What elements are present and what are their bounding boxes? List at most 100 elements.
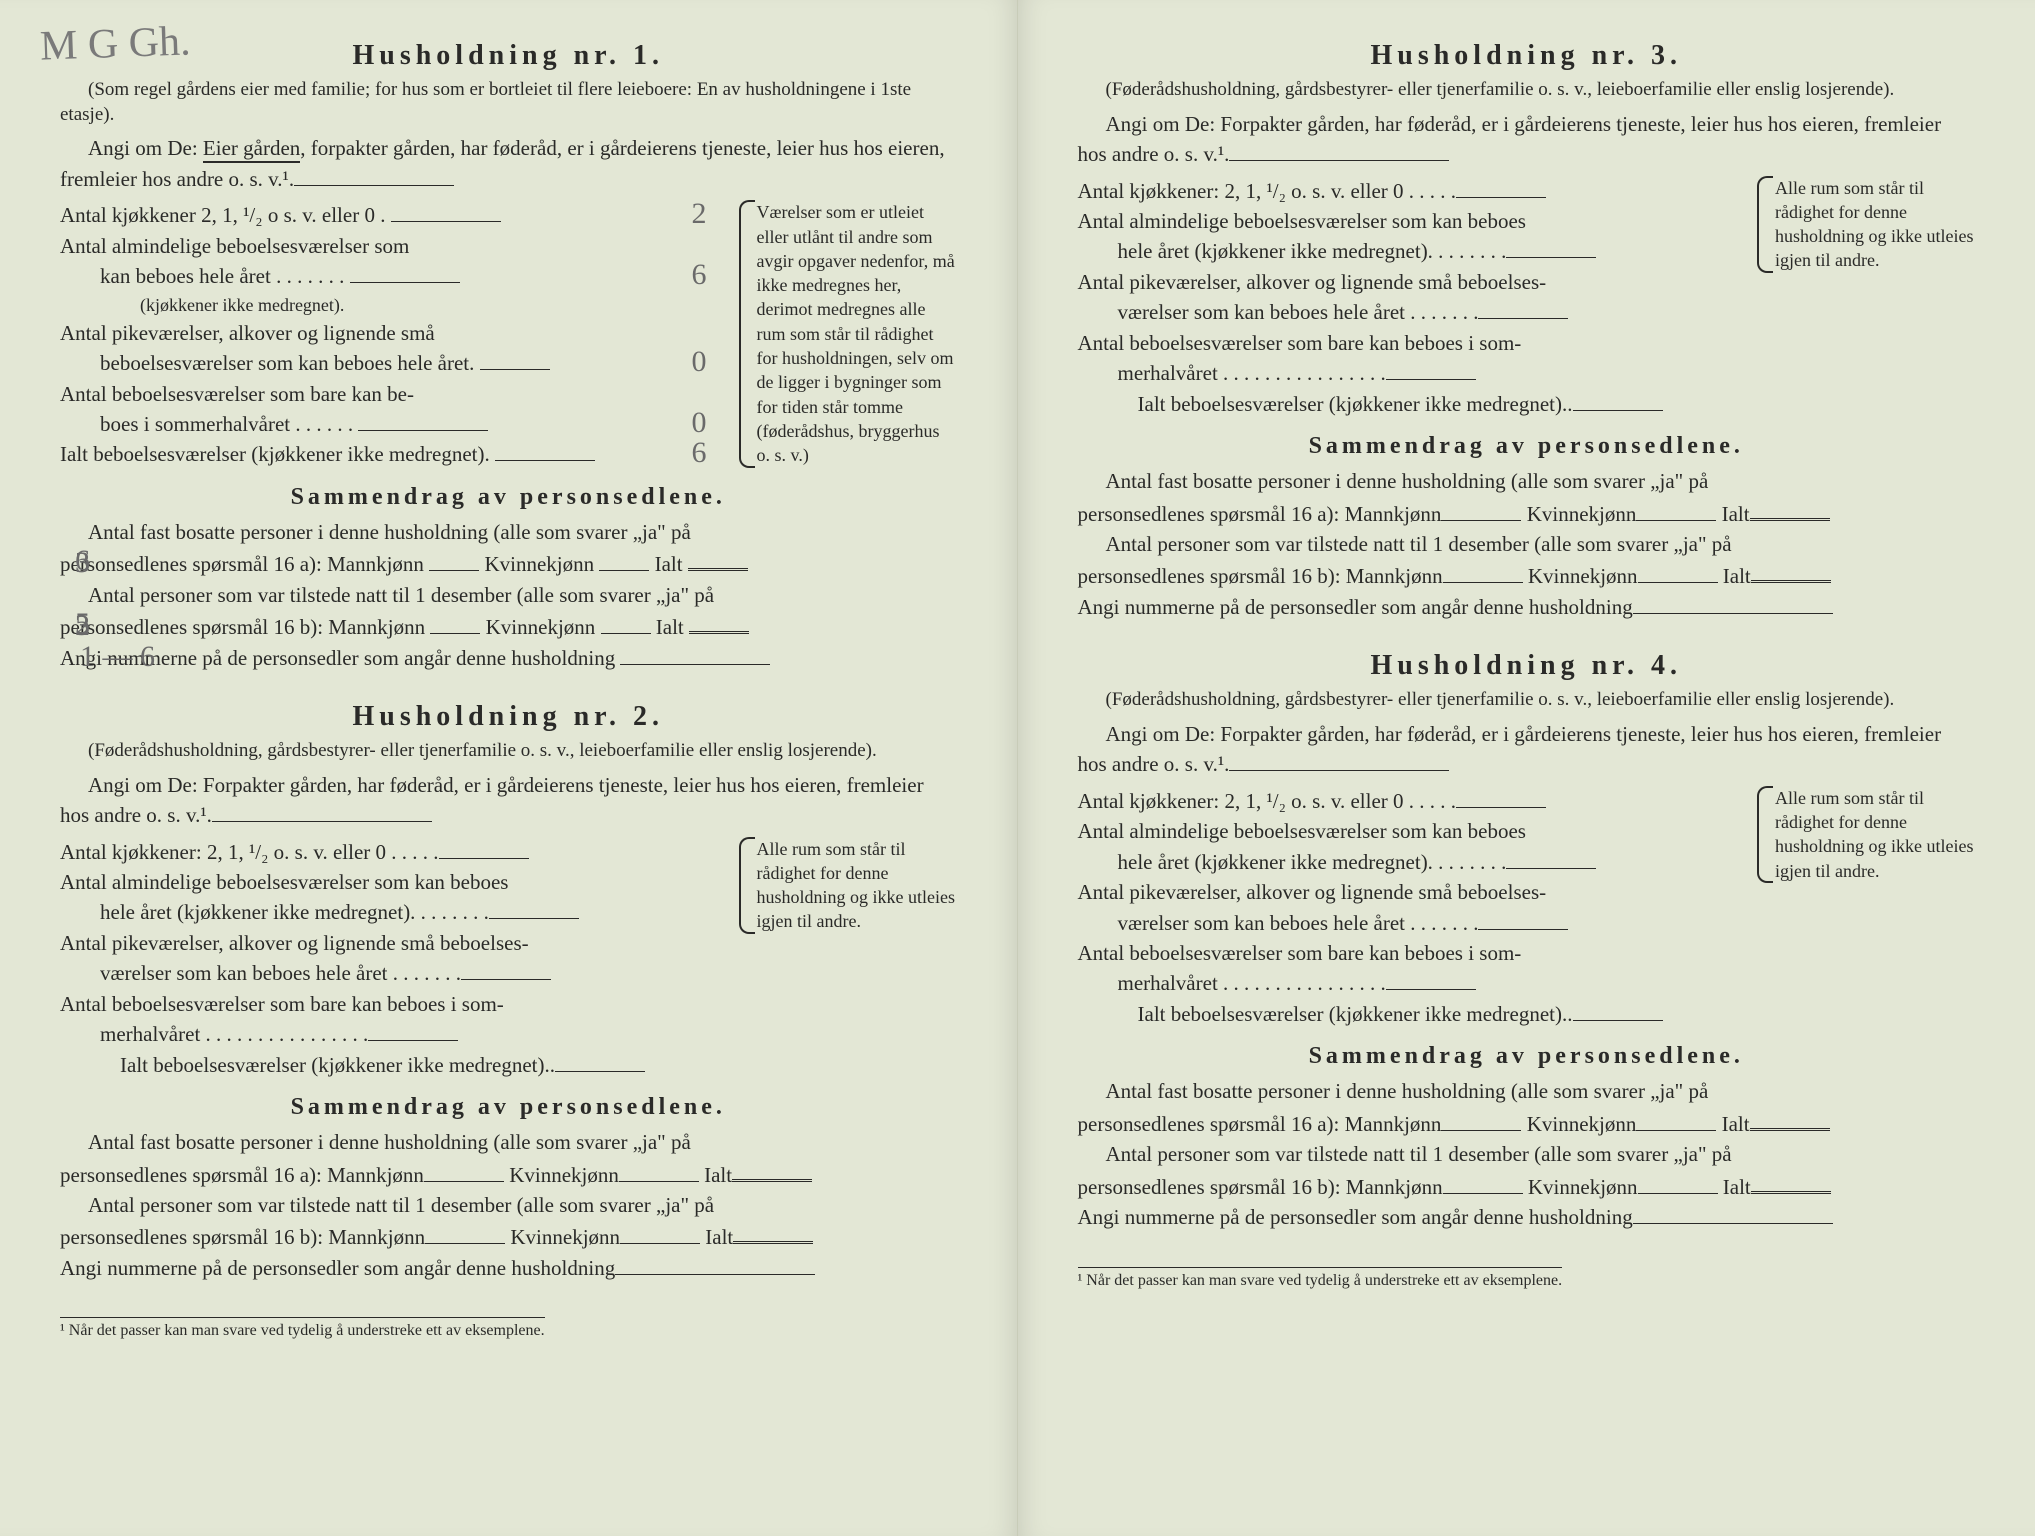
h1-angi: Angi om De: Eier gården, forpakter gårde… bbox=[60, 133, 957, 194]
h4-ia-b-blank bbox=[1751, 1170, 1831, 1194]
h2-k1: Antal kjøkkener: 2, 1, ¹/₂ o. s. v. elle… bbox=[60, 837, 747, 867]
h3-angi: Angi om De: Forpakter gården, har føderå… bbox=[1078, 109, 1976, 170]
h4-k4a: Antal beboelsesværelser som bare kan beb… bbox=[1078, 938, 1766, 968]
h2-mk-a-blank bbox=[424, 1160, 504, 1182]
h4-k2a: Antal almindelige beboelsesværelser som … bbox=[1078, 816, 1766, 846]
h4-k4b-blank bbox=[1386, 968, 1476, 990]
h3-side-text: Alle rum som står til rådighet for denne… bbox=[1775, 178, 1973, 271]
h3-k2b-label: hele året (kjøkkener ikke medregnet). . … bbox=[1118, 239, 1507, 263]
h4-mk-a-blank bbox=[1441, 1109, 1521, 1131]
h1-angi-prefix: Angi om De: bbox=[88, 136, 203, 160]
left-page: M G Gh. Husholdning nr. 1. (Som regel gå… bbox=[0, 0, 1018, 1536]
h1-sum-l1b: personsedlenes spørsmål 16 a): Mannkjønn… bbox=[60, 547, 957, 579]
h1-k1-label: Antal kjøkkener 2, 1, ¹/₂ o s. v. eller … bbox=[60, 203, 385, 227]
h2-title: Husholdning nr. 2. bbox=[60, 701, 957, 733]
brace-icon bbox=[739, 200, 755, 467]
h4-sub: (Føderådshusholdning, gårdsbestyrer- ell… bbox=[1078, 688, 1976, 713]
handwritten-corner: M G Gh. bbox=[39, 17, 191, 70]
h4-k4b-label: merhalvåret . . . . . . . . . . . . . . … bbox=[1118, 971, 1386, 995]
h3-k4b-blank bbox=[1386, 358, 1476, 380]
h4-ia-label: Ialt bbox=[1722, 1112, 1750, 1136]
h3-angi-blank bbox=[1229, 139, 1449, 161]
h4-side-text: Alle rum som står til rådighet for denne… bbox=[1775, 788, 1973, 881]
h2-angi-text: Angi om De: Forpakter gården, har føderå… bbox=[60, 773, 924, 827]
h1-mk-a-blank: 3 bbox=[429, 549, 479, 571]
h2-ia-label-b: Ialt bbox=[705, 1225, 733, 1249]
h3-k5: Ialt beboelsesværelser (kjøkkener ikke m… bbox=[1078, 389, 1766, 419]
h2-k3a: Antal pikeværelser, alkover og lignende … bbox=[60, 928, 747, 958]
h4-k3b-label: værelser som kan beboes hele året . . . … bbox=[1118, 911, 1479, 935]
h3-sum-l1: Antal fast bosatte personer i denne hush… bbox=[1078, 466, 1976, 496]
h3-ia-b-blank bbox=[1751, 559, 1831, 583]
h3-ia-label: Ialt bbox=[1722, 502, 1750, 526]
h1-summary-title: Sammendrag av personsedlene. bbox=[60, 484, 957, 511]
h4-ia-label-b: Ialt bbox=[1723, 1175, 1751, 1199]
h3-sub: (Føderådshusholdning, gårdsbestyrer- ell… bbox=[1078, 78, 1976, 103]
h1-k1: Antal kjøkkener 2, 1, ¹/₂ o s. v. eller … bbox=[60, 200, 747, 230]
h1-side-note: Værelser som er utleiet eller utlånt til… bbox=[747, 200, 957, 467]
h3-k3b-label: værelser som kan beboes hele året . . . … bbox=[1118, 300, 1479, 324]
footnote-left: ¹ Når det passer kan man svare ved tydel… bbox=[60, 1317, 545, 1340]
h4-angi-num-label: Angi nummerne på de personsedler som ang… bbox=[1078, 1205, 1633, 1229]
h1-k5-blank bbox=[495, 439, 595, 461]
h1-main-col: Antal kjøkkener 2, 1, ¹/₂ o s. v. eller … bbox=[60, 200, 747, 470]
h1-k3b-label: beboelsesværelser som kan beboes hele år… bbox=[100, 351, 474, 375]
h2-main-col: Antal kjøkkener: 2, 1, ¹/₂ o. s. v. elle… bbox=[60, 837, 747, 1081]
h3-mk-label-b: personsedlenes spørsmål 16 b): Mannkjønn bbox=[1078, 564, 1443, 588]
h2-angi: Angi om De: Forpakter gården, har føderå… bbox=[60, 770, 957, 831]
h4-k5-blank bbox=[1573, 999, 1663, 1021]
h2-ia-a-blank bbox=[732, 1158, 812, 1182]
h1-k5-label: Ialt beboelsesværelser (kjøkkener ikke m… bbox=[60, 442, 490, 466]
h2-k2b-blank bbox=[489, 897, 579, 919]
h4-k1: Antal kjøkkener: 2, 1, ¹/₂ o. s. v. elle… bbox=[1078, 786, 1766, 816]
h1-ia-a-blank: 6 bbox=[688, 547, 748, 571]
h4-kv-label-b: Kvinnekjønn bbox=[1528, 1175, 1638, 1199]
h4-k3b-blank bbox=[1478, 908, 1568, 930]
h2-k1-label: Antal kjøkkener: 2, 1, ¹/₂ o. s. v. elle… bbox=[60, 840, 439, 864]
footnote-right: ¹ Når det passer kan man svare ved tydel… bbox=[1078, 1267, 1563, 1290]
h3-ia-a-blank bbox=[1750, 497, 1830, 521]
h3-ia-label-b: Ialt bbox=[1723, 564, 1751, 588]
h4-k5-label: Ialt beboelsesværelser (kjøkkener ikke m… bbox=[1138, 1002, 1573, 1026]
h1-k3b-hw: 0 bbox=[692, 340, 707, 384]
h1-sum-l2: Antal personer som var tilstede natt til… bbox=[60, 580, 957, 610]
h2-sum-l1: Antal fast bosatte personer i denne hush… bbox=[60, 1127, 957, 1157]
h1-k1-hw: 2 bbox=[692, 192, 707, 236]
h2-k2b: hele året (kjøkkener ikke medregnet). . … bbox=[60, 897, 747, 927]
h4-side-note: Alle rum som står til rådighet for denne… bbox=[1765, 786, 1975, 883]
h3-mk-a-blank bbox=[1441, 499, 1521, 521]
h4-k3a: Antal pikeværelser, alkover og lignende … bbox=[1078, 877, 1766, 907]
h4-kv-b-blank bbox=[1638, 1172, 1718, 1194]
h1-kv-label: Kvinnekjønn bbox=[484, 552, 594, 576]
h1-k5: Ialt beboelsesværelser (kjøkkener ikke m… bbox=[60, 439, 747, 469]
h1-ia-a-hw: 6 bbox=[75, 539, 90, 583]
h3-k4b-label: merhalvåret . . . . . . . . . . . . . . … bbox=[1118, 361, 1386, 385]
h4-k5: Ialt beboelsesværelser (kjøkkener ikke m… bbox=[1078, 999, 1766, 1029]
h1-num-blank: 1 — 6 bbox=[620, 643, 770, 665]
h4-angi-text: Angi om De: Forpakter gården, har føderå… bbox=[1078, 722, 1942, 776]
h4-sum-l1: Antal fast bosatte personer i denne hush… bbox=[1078, 1076, 1976, 1106]
h1-k3a: Antal pikeværelser, alkover og lignende … bbox=[60, 318, 747, 348]
h2-k3b: værelser som kan beboes hele året . . . … bbox=[60, 958, 747, 988]
h3-title: Husholdning nr. 3. bbox=[1078, 40, 1976, 72]
h1-ia-label-b: Ialt bbox=[656, 615, 684, 639]
h2-sum-l1b: personsedlenes spørsmål 16 a): Mannkjønn… bbox=[60, 1158, 957, 1190]
h4-kv-label: Kvinnekjønn bbox=[1527, 1112, 1637, 1136]
h1-k4b-label: boes i sommerhalvåret . . . . . . bbox=[100, 412, 353, 436]
h4-k4b: merhalvåret . . . . . . . . . . . . . . … bbox=[1078, 968, 1766, 998]
h4-num-blank bbox=[1633, 1202, 1833, 1224]
h1-sum-mk-label: personsedlenes spørsmål 16 a): Mannkjønn bbox=[60, 552, 424, 576]
h1-eier: Eier gården bbox=[203, 136, 300, 163]
h3-k3a: Antal pikeværelser, alkover og lignende … bbox=[1078, 267, 1766, 297]
h3-mk-b-blank bbox=[1443, 561, 1523, 583]
h2-k2a: Antal almindelige beboelsesværelser som … bbox=[60, 867, 747, 897]
h2-angi-num-label: Angi nummerne på de personsedler som ang… bbox=[60, 1256, 615, 1280]
h1-k4b-blank bbox=[358, 409, 488, 431]
h4-main-col: Antal kjøkkener: 2, 1, ¹/₂ o. s. v. elle… bbox=[1078, 786, 1766, 1030]
h2-num-blank bbox=[615, 1253, 815, 1275]
h1-k2a: Antal almindelige beboelsesværelser som bbox=[60, 231, 747, 261]
household-3: Husholdning nr. 3. (Føderådshusholdning,… bbox=[1078, 40, 1976, 622]
h4-angi-blank bbox=[1229, 749, 1449, 771]
h2-side-text: Alle rum som står til rådighet for denne… bbox=[757, 839, 955, 932]
h1-k3b-blank bbox=[480, 348, 550, 370]
